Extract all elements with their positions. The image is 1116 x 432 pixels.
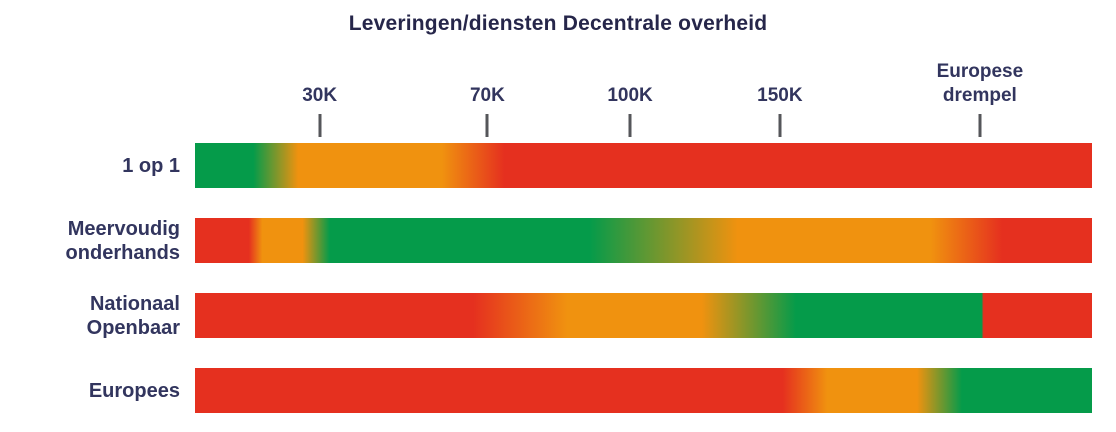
chart-title: Leveringen/diensten Decentrale overheid xyxy=(348,12,768,35)
tick-label: 100K xyxy=(607,85,653,106)
gradient-bar xyxy=(195,368,1092,413)
row-label: 1 op 1 xyxy=(122,154,180,177)
row-label: Nationaal Openbaar xyxy=(86,292,180,339)
tick-mark xyxy=(628,114,632,137)
gradient-bar xyxy=(195,218,1092,263)
tick-label: 150K xyxy=(757,85,803,106)
tick-mark xyxy=(778,114,782,137)
tick-mark xyxy=(485,114,489,137)
tick-mark xyxy=(978,114,982,137)
tick-label: 70K xyxy=(469,85,505,106)
tick-label: Europese drempel xyxy=(936,61,1024,106)
row-label: Meervoudig onderhands xyxy=(65,217,180,264)
tick-mark xyxy=(318,114,322,137)
gradient-bar xyxy=(195,293,1092,338)
gradient-bar xyxy=(195,143,1092,188)
plot-area: 30K 70K 100K 150K Europese drempel xyxy=(195,0,1092,432)
tick-label: 30K xyxy=(302,85,338,106)
row-label: Europees xyxy=(88,379,180,402)
